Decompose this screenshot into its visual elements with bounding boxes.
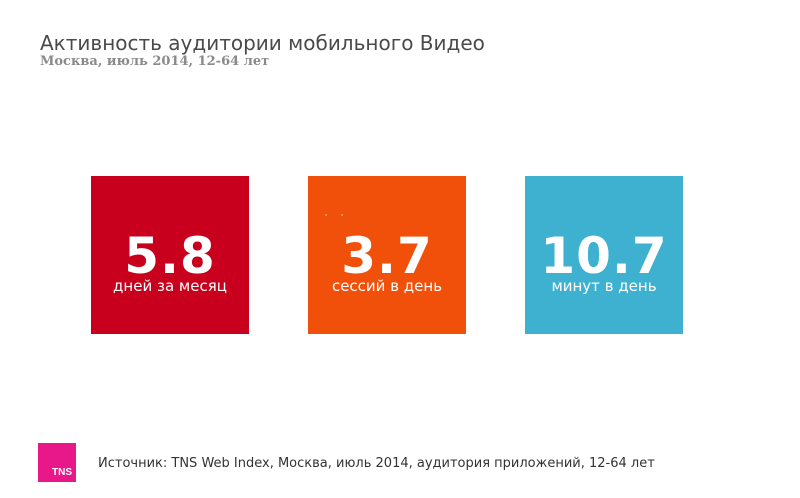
metric-tile-days: 5.8 дней за месяц [91,176,249,334]
metric-value: 10.7 [540,227,668,285]
page-title: Активность аудитории мобильного Видео [40,31,485,55]
metric-value: 5.8 [124,227,216,285]
metric-value: 3.7 [341,227,433,285]
metric-tile-sessions: 3.7 сессий в день [308,176,466,334]
dot [325,214,327,216]
page-subtitle: Москва, июль 2014, 12-64 лет [40,54,270,69]
metric-label: сессий в день [331,277,443,295]
tns-logo: TNS [38,443,76,482]
decorative-dots [325,214,349,218]
dot [341,214,343,216]
source-note: Источник: TNS Web Index, Москва, июль 20… [98,456,655,471]
metric-label: дней за месяц [113,277,227,295]
logo-text: TNS [52,467,72,478]
metric-tile-minutes: 10.7 минут в день [525,176,683,334]
metric-label: минут в день [551,277,657,295]
